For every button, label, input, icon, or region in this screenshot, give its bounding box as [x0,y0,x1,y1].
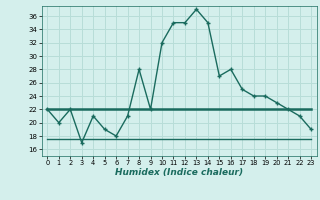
X-axis label: Humidex (Indice chaleur): Humidex (Indice chaleur) [115,168,243,177]
